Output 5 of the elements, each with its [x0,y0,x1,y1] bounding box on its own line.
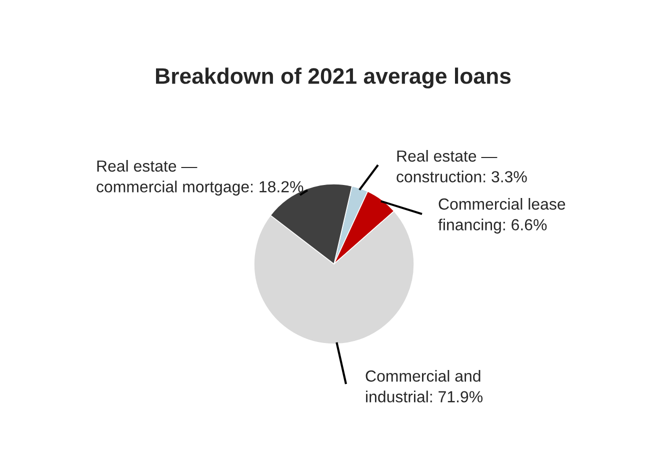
chart-title: Breakdown of 2021 average loans [156,68,511,88]
slice-label: Commercial lease financing: 6.6% [438,198,566,234]
slice-label: Commercial and industrial: 71.9% [366,370,483,402]
slice-label: Real estate — commercial mortgage: 18.2% [96,160,304,196]
slice-label: Real estate — construction: 3.3% [396,150,527,182]
